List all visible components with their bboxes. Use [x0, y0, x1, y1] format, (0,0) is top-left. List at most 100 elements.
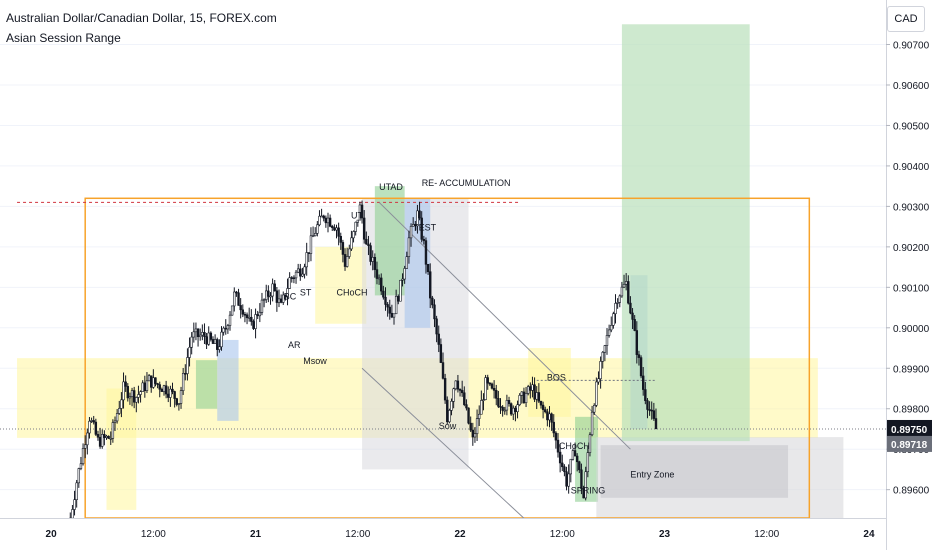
x-tick-label: 12:00 — [550, 529, 575, 540]
y-tick-label: 0.90100 — [893, 283, 930, 294]
candle-body — [75, 482, 78, 500]
candle-body — [369, 245, 372, 262]
candle-body — [388, 306, 391, 314]
candle-body — [105, 435, 108, 438]
candle-body — [137, 394, 140, 398]
candle-body — [526, 386, 530, 394]
candle-body — [620, 286, 624, 297]
candle-body — [262, 299, 266, 301]
candle-body — [228, 314, 232, 326]
candle-body — [648, 409, 651, 411]
annotation-label: BC — [284, 291, 297, 301]
candle-body — [184, 373, 187, 375]
candle-body — [590, 411, 594, 436]
candle-body — [162, 385, 166, 392]
candle-body — [71, 509, 74, 519]
candle-body — [565, 471, 568, 487]
candle-body — [360, 204, 364, 219]
candle-body — [394, 295, 398, 315]
candle-body — [595, 381, 598, 406]
candle-body — [318, 215, 321, 226]
candle-body — [403, 268, 406, 280]
candle-body — [509, 403, 513, 415]
candle-body — [599, 361, 602, 380]
candle-body — [226, 325, 230, 330]
candle-body — [250, 316, 253, 322]
candle-body — [365, 238, 368, 245]
candle-body — [358, 204, 362, 221]
candle-body — [443, 378, 447, 401]
candle-body — [224, 327, 227, 330]
candle-body — [490, 383, 494, 389]
candle-body — [512, 407, 515, 415]
candle-body — [113, 420, 117, 423]
candle-body — [456, 380, 460, 390]
candle-body — [605, 335, 609, 346]
candle-body — [467, 407, 470, 424]
candle-body — [437, 333, 440, 345]
candle-body — [580, 469, 583, 489]
candle-body — [213, 339, 217, 344]
time-axis — [0, 518, 886, 550]
candle-body — [303, 266, 306, 275]
candle-body — [382, 290, 385, 298]
candle-body — [597, 378, 600, 383]
candle-body — [135, 397, 138, 403]
candle-body — [128, 396, 132, 399]
candle-body — [401, 278, 404, 281]
candle-body — [514, 407, 517, 413]
candle-body — [83, 444, 87, 449]
x-tick-label: 12:00 — [754, 529, 779, 540]
zone-accum — [315, 246, 367, 324]
zone-green — [195, 360, 218, 409]
y-tick-label: 0.89900 — [893, 364, 930, 375]
candle-body — [352, 231, 355, 239]
candle-body — [578, 461, 581, 471]
candle-body — [126, 386, 129, 399]
candle-body — [548, 413, 551, 421]
candle-body — [269, 295, 272, 298]
candle-body — [409, 226, 413, 239]
candle-body — [143, 382, 147, 391]
currency-button[interactable]: CAD — [887, 6, 925, 32]
candle-body — [627, 281, 630, 304]
candle-body — [471, 429, 475, 438]
candle-body — [265, 290, 268, 300]
candle-body — [541, 404, 545, 410]
candle-body — [424, 240, 428, 265]
candle-body — [618, 295, 621, 303]
candle-body — [273, 283, 276, 292]
candle-body — [311, 235, 315, 238]
candle-body — [480, 400, 483, 415]
candle-body — [373, 256, 377, 270]
channel-line — [378, 201, 631, 450]
candle-body — [237, 292, 240, 306]
candle-body — [337, 227, 340, 237]
candle-body — [326, 217, 330, 224]
candle-body — [420, 217, 423, 240]
candle-body — [328, 217, 332, 227]
candle-body — [209, 332, 213, 340]
candle-body — [271, 283, 274, 297]
candle-body — [501, 406, 504, 411]
candle-body — [158, 384, 161, 390]
candle-body — [431, 297, 434, 306]
zone-asian — [528, 348, 571, 417]
candle-body — [243, 313, 247, 316]
candle-body — [546, 411, 549, 421]
candle-body — [179, 390, 183, 404]
candle-body — [79, 463, 83, 469]
candle-body — [218, 346, 221, 350]
candle-body — [601, 351, 604, 362]
y-tick-label: 0.90300 — [893, 202, 930, 213]
candle-body — [73, 499, 76, 510]
candle-body — [279, 298, 283, 303]
candle-body — [488, 382, 492, 385]
candle-body — [441, 362, 445, 379]
candle-body — [188, 346, 191, 358]
y-tick-label: 0.89800 — [893, 405, 930, 416]
candle-body — [367, 243, 370, 246]
annotation-label: ST — [300, 287, 312, 297]
